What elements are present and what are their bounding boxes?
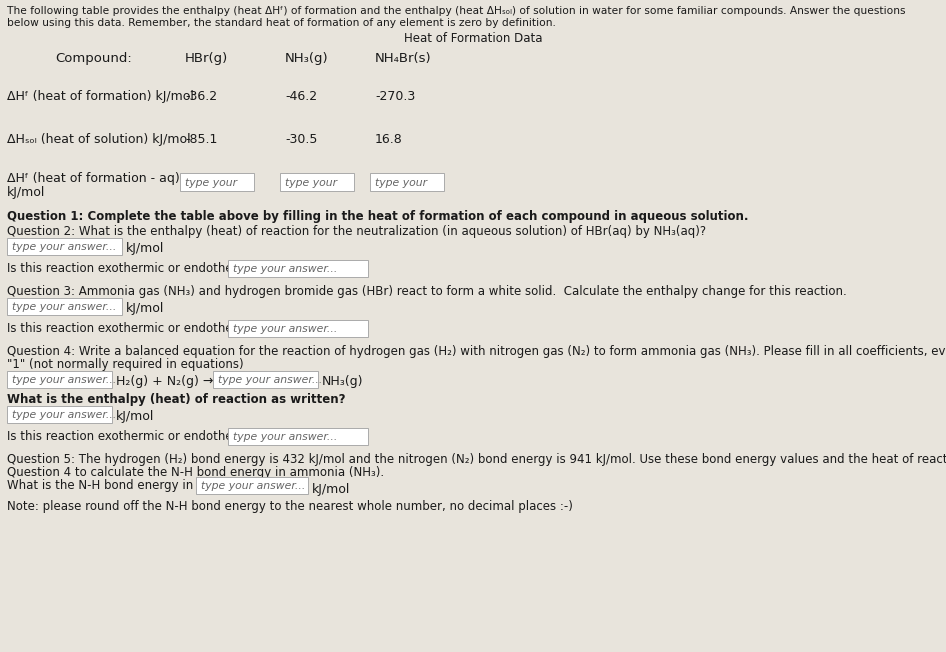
Text: What is the enthalpy (heat) of reaction as written?: What is the enthalpy (heat) of reaction … bbox=[7, 393, 345, 406]
Text: Note: please round off the N-H bond energy to the nearest whole number, no decim: Note: please round off the N-H bond ener… bbox=[7, 500, 573, 513]
Text: Question 3: Ammonia gas (NH₃) and hydrogen bromide gas (HBr) react to form a whi: Question 3: Ammonia gas (NH₃) and hydrog… bbox=[7, 285, 847, 298]
Text: Is this reaction exothermic or endothermic?: Is this reaction exothermic or endotherm… bbox=[7, 262, 265, 275]
Text: type your: type your bbox=[285, 177, 337, 188]
FancyBboxPatch shape bbox=[213, 371, 318, 388]
Text: Is this reaction exothermic or endothermic?: Is this reaction exothermic or endotherm… bbox=[7, 430, 265, 443]
Text: ΔHᶠ (heat of formation) kJ/mol: ΔHᶠ (heat of formation) kJ/mol bbox=[7, 90, 194, 103]
FancyBboxPatch shape bbox=[7, 238, 122, 255]
FancyBboxPatch shape bbox=[370, 173, 444, 191]
Text: type your answer...: type your answer... bbox=[218, 375, 323, 385]
Text: type your answer...: type your answer... bbox=[233, 264, 338, 274]
Text: Is this reaction exothermic or endothermic?: Is this reaction exothermic or endotherm… bbox=[7, 322, 265, 335]
Text: -85.1: -85.1 bbox=[185, 133, 218, 146]
Text: type your answer...: type your answer... bbox=[12, 302, 116, 312]
Text: kJ/mol: kJ/mol bbox=[312, 483, 350, 496]
Text: type your answer...: type your answer... bbox=[233, 324, 338, 334]
Text: type your answer...: type your answer... bbox=[12, 375, 116, 385]
Text: Compound:: Compound: bbox=[55, 52, 131, 65]
Text: type your answer...: type your answer... bbox=[201, 481, 306, 491]
Text: kJ/mol: kJ/mol bbox=[116, 410, 154, 423]
Text: NH₃(g): NH₃(g) bbox=[285, 52, 328, 65]
Text: The following table provides the enthalpy (heat ΔHᶠ) of formation and the enthal: The following table provides the enthalp… bbox=[7, 6, 905, 16]
Text: Question 5: The hydrogen (H₂) bond energy is 432 kJ/mol and the nitrogen (N₂) bo: Question 5: The hydrogen (H₂) bond energ… bbox=[7, 453, 946, 466]
Text: -30.5: -30.5 bbox=[285, 133, 317, 146]
Text: -270.3: -270.3 bbox=[375, 90, 415, 103]
Text: -46.2: -46.2 bbox=[285, 90, 317, 103]
Text: Question 4 to calculate the N-H bond energy in ammonia (NH₃).: Question 4 to calculate the N-H bond ene… bbox=[7, 466, 384, 479]
Text: kJ/mol: kJ/mol bbox=[7, 186, 45, 199]
Text: ΔHᶠ (heat of formation - aq): ΔHᶠ (heat of formation - aq) bbox=[7, 172, 180, 185]
Text: type your answer...: type your answer... bbox=[12, 410, 116, 420]
Text: type your: type your bbox=[185, 177, 237, 188]
Text: What is the N-H bond energy in NH₃?: What is the N-H bond energy in NH₃? bbox=[7, 479, 225, 492]
Text: kJ/mol: kJ/mol bbox=[126, 242, 165, 255]
FancyBboxPatch shape bbox=[280, 173, 354, 191]
FancyBboxPatch shape bbox=[228, 428, 368, 445]
FancyBboxPatch shape bbox=[228, 260, 368, 277]
Text: Question 2: What is the enthalpy (heat) of reaction for the neutralization (in a: Question 2: What is the enthalpy (heat) … bbox=[7, 225, 706, 238]
FancyBboxPatch shape bbox=[196, 477, 308, 494]
FancyBboxPatch shape bbox=[228, 320, 368, 337]
Text: "1" (not normally required in equations): "1" (not normally required in equations) bbox=[7, 358, 244, 371]
Text: HBr(g): HBr(g) bbox=[185, 52, 228, 65]
Text: type your answer...: type your answer... bbox=[12, 242, 116, 252]
Text: kJ/mol: kJ/mol bbox=[126, 302, 165, 315]
FancyBboxPatch shape bbox=[7, 298, 122, 315]
Text: ΔHₛₒₗ (heat of solution) kJ/mol: ΔHₛₒₗ (heat of solution) kJ/mol bbox=[7, 133, 191, 146]
Text: type your answer...: type your answer... bbox=[233, 432, 338, 442]
FancyBboxPatch shape bbox=[180, 173, 254, 191]
Text: NH₄Br(s): NH₄Br(s) bbox=[375, 52, 431, 65]
Text: below using this data. Remember, the standard heat of formation of any element i: below using this data. Remember, the sta… bbox=[7, 18, 556, 28]
Text: -36.2: -36.2 bbox=[185, 90, 218, 103]
Text: NH₃(g): NH₃(g) bbox=[322, 375, 363, 388]
Text: Question 4: Write a balanced equation for the reaction of hydrogen gas (H₂) with: Question 4: Write a balanced equation fo… bbox=[7, 345, 946, 358]
Text: type your: type your bbox=[375, 177, 428, 188]
Text: Heat of Formation Data: Heat of Formation Data bbox=[404, 32, 542, 45]
Text: 16.8: 16.8 bbox=[375, 133, 403, 146]
FancyBboxPatch shape bbox=[7, 406, 112, 423]
Text: H₂(g) + N₂(g) →: H₂(g) + N₂(g) → bbox=[116, 375, 214, 388]
FancyBboxPatch shape bbox=[7, 371, 112, 388]
Text: Question 1: Complete the table above by filling in the heat of formation of each: Question 1: Complete the table above by … bbox=[7, 210, 748, 223]
